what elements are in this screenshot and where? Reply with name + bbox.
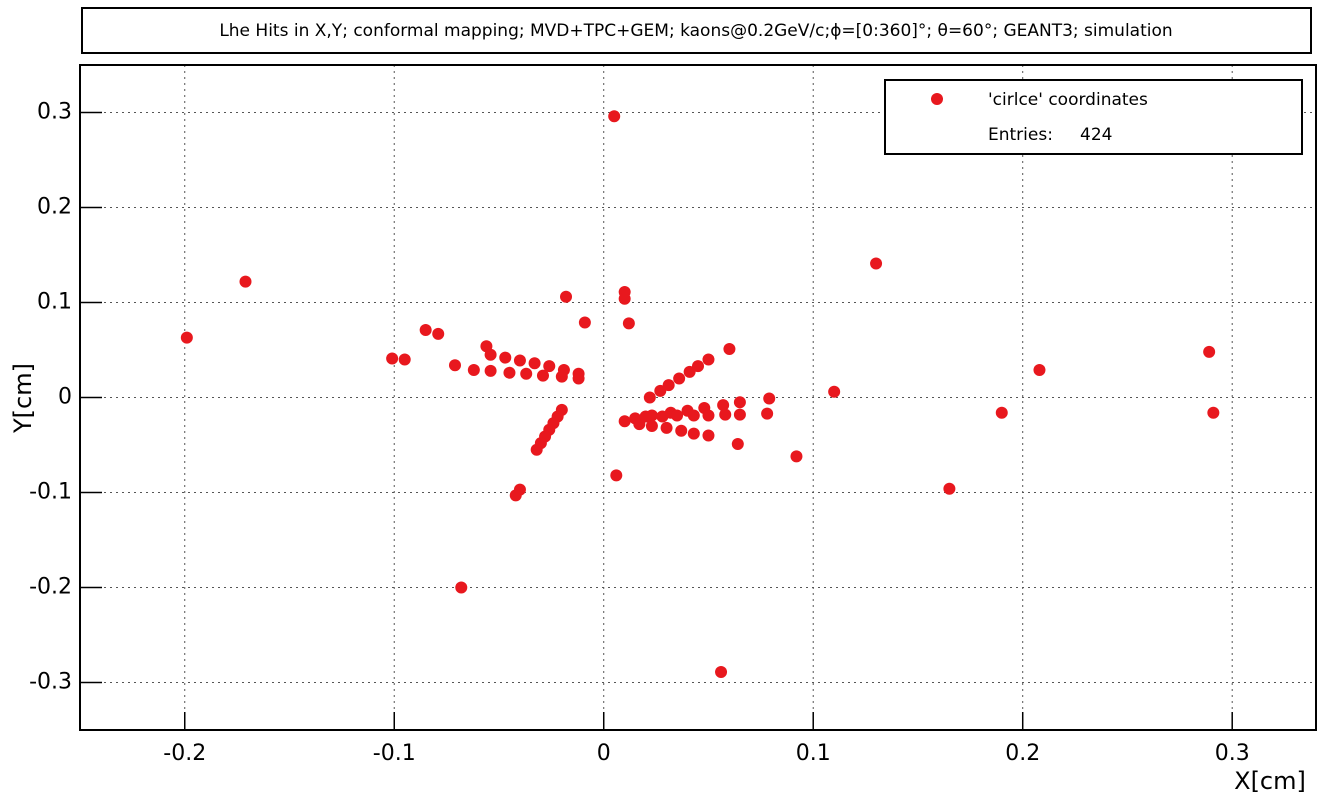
point [702, 409, 715, 422]
chart-title: Lhe Hits in X,Y; conformal mapping; MVD+… [219, 21, 1172, 41]
point [671, 409, 684, 422]
point [484, 348, 497, 361]
point [386, 352, 399, 365]
legend-entries-label: Entries: [988, 125, 1053, 145]
point [560, 290, 573, 303]
point [654, 384, 667, 397]
point [687, 427, 700, 440]
legend-entries: 424 [1080, 125, 1112, 145]
point [1033, 363, 1046, 376]
point [520, 367, 533, 380]
y-tick-label: -0.1 [29, 480, 72, 505]
point [419, 324, 432, 337]
x-axis-label: X[cm] [1234, 767, 1306, 795]
point [513, 354, 526, 367]
point [455, 581, 468, 594]
y-tick-label: -0.3 [29, 670, 72, 695]
point [432, 327, 445, 340]
point [239, 275, 252, 288]
point [536, 369, 549, 382]
point [572, 372, 585, 385]
point [673, 372, 686, 385]
point [656, 410, 669, 423]
point [790, 450, 803, 463]
point [1207, 406, 1220, 419]
frame [79, 64, 1317, 731]
point [608, 110, 621, 123]
x-tick-label: 0.1 [796, 741, 831, 766]
point [398, 353, 411, 366]
point [733, 396, 746, 409]
point [763, 392, 776, 405]
point [715, 666, 728, 679]
x-tick-label: 0.2 [1005, 741, 1040, 766]
point [645, 420, 658, 432]
point [995, 406, 1008, 419]
y-tick-label: 0.1 [37, 290, 72, 315]
point [499, 351, 512, 364]
point [733, 408, 746, 421]
point [467, 363, 480, 376]
x-tick-label: -0.1 [373, 741, 416, 766]
point [717, 399, 730, 412]
y-tick-label: 0.2 [37, 195, 72, 220]
point [555, 370, 568, 383]
point [683, 365, 696, 378]
point [1203, 345, 1216, 358]
point [687, 409, 700, 422]
point [530, 443, 543, 456]
point [692, 360, 704, 373]
point [484, 364, 497, 377]
point [870, 257, 883, 270]
point [622, 317, 635, 330]
point [943, 482, 956, 495]
point [610, 469, 623, 482]
point [723, 343, 736, 356]
x-tick-label: 0.3 [1215, 741, 1250, 766]
title-box [81, 7, 1312, 54]
point [180, 331, 193, 344]
point [578, 316, 591, 329]
point [731, 438, 744, 451]
point [828, 385, 841, 398]
y-tick-label: -0.2 [29, 575, 72, 600]
y-tick-label: 0 [58, 385, 72, 410]
point [643, 391, 656, 404]
point [662, 379, 675, 392]
point [543, 360, 556, 373]
point [448, 359, 461, 372]
point [509, 489, 522, 502]
plot-area: -0.2 -0.1 0 0.1 0.2 0.3 -0.3 -0.2 -0.1 0 0.1 0.2 0.3 [29, 65, 1316, 766]
legend-box [884, 79, 1303, 155]
point [528, 357, 541, 370]
x-tick-label: -0.2 [163, 741, 206, 766]
point [618, 292, 631, 305]
y-tick-label: 0.3 [37, 100, 72, 125]
point [618, 415, 631, 428]
point [761, 407, 774, 420]
x-tick-label: 0 [597, 741, 611, 766]
y-axis-label: Y[cm] [9, 363, 37, 434]
point [660, 421, 673, 434]
point [639, 410, 652, 423]
legend-label: 'cirlce' coordinates [988, 90, 1148, 110]
point [702, 429, 715, 442]
point [702, 353, 715, 366]
point [503, 366, 516, 379]
point [675, 424, 688, 437]
legend-marker [931, 93, 943, 105]
point [719, 408, 732, 421]
